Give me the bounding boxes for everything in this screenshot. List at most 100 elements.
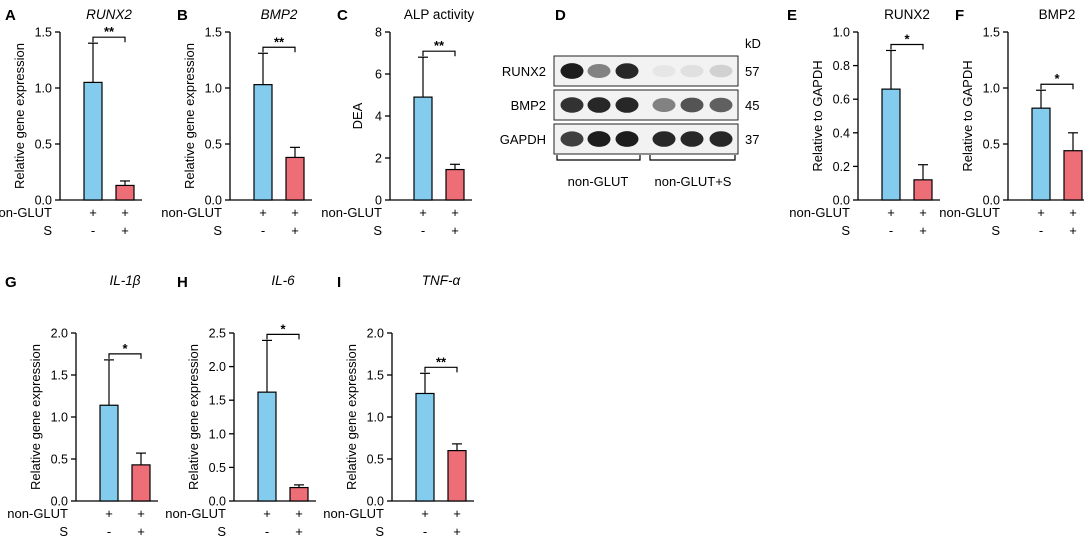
chart-title: BMP2 xyxy=(261,7,298,22)
mark-s: - xyxy=(91,223,95,238)
y-tick-label: 0.5 xyxy=(367,453,384,467)
blot-group-label: non-GLUT xyxy=(568,174,629,189)
kd-value: 57 xyxy=(745,64,759,79)
panel-a: A RUNX2 0.0 0.5 1.0 1.5 Relative gene expressi… xyxy=(0,7,142,238)
blot-band xyxy=(680,131,704,147)
bar xyxy=(1063,150,1083,201)
significance-label: ** xyxy=(434,38,445,53)
bar xyxy=(99,404,119,502)
blot-band xyxy=(709,97,733,113)
significance-bracket xyxy=(262,46,296,53)
mark-non-glut: + xyxy=(1069,205,1077,220)
mark-non-glut: + xyxy=(89,205,97,220)
group-bracket xyxy=(556,155,641,161)
chart-title: RUNX2 xyxy=(884,7,930,22)
mark-non-glut: + xyxy=(451,205,459,220)
y-tick-label: 0.5 xyxy=(209,461,226,475)
y-tick-label: 1.0 xyxy=(367,411,384,425)
y-axis-label: Relative gene expression xyxy=(186,344,201,490)
panel-h: H IL-6 0.0 0.5 1.0 1.5 2.0 2.5 Relative gene exp… xyxy=(165,273,316,539)
group-label-s: S xyxy=(991,223,1000,238)
blot-band xyxy=(615,97,639,113)
group-label-non-glut: non-GLUT xyxy=(0,205,52,220)
y-axis-label: Relative gene expression xyxy=(182,43,197,189)
y-tick-label: 0 xyxy=(375,194,382,208)
y-tick-label: 1.5 xyxy=(51,369,68,383)
significance-bracket xyxy=(266,333,300,340)
y-axis-label: Relative gene expression xyxy=(28,344,43,490)
y-tick-label: 0.0 xyxy=(205,194,222,208)
mark-s: + xyxy=(137,524,145,539)
blot-row-label: GAPDH xyxy=(500,132,546,147)
y-tick-label: 1.0 xyxy=(209,427,226,441)
y-tick-label: 1.5 xyxy=(35,26,52,40)
y-tick-label: 1.0 xyxy=(51,411,68,425)
bar xyxy=(913,179,933,201)
y-tick-label: 1.0 xyxy=(35,82,52,96)
bar xyxy=(413,96,433,201)
mark-s: + xyxy=(121,223,129,238)
significance-label: * xyxy=(904,31,910,46)
blot-band xyxy=(652,98,676,112)
y-tick-label: 2.0 xyxy=(51,327,68,341)
y-tick-label: 0.5 xyxy=(35,138,52,152)
y-axis-label: DEA xyxy=(350,102,365,129)
y-tick-label: 0.0 xyxy=(367,495,384,509)
group-label-s: S xyxy=(841,223,850,238)
y-tick-label: 2.0 xyxy=(209,360,226,374)
mark-s: - xyxy=(889,223,893,238)
mark-non-glut: + xyxy=(419,205,427,220)
y-tick-label: 1.5 xyxy=(367,369,384,383)
blot-band xyxy=(587,64,611,78)
significance-label: ** xyxy=(274,34,285,49)
y-tick-label: 1.5 xyxy=(209,394,226,408)
panel-b: B BMP2 0.0 0.5 1.0 1.5 Relative gene expressio… xyxy=(161,7,312,238)
group-label-non-glut: non-GLUT xyxy=(321,205,382,220)
significance-bracket xyxy=(424,366,458,373)
mark-non-glut: + xyxy=(919,205,927,220)
panel-c: C ALP activity 0 2 4 6 8 DEA ** non-GLUT S + + - + xyxy=(321,7,474,238)
blot-band xyxy=(560,63,584,79)
mark-non-glut: + xyxy=(453,506,461,521)
chart-title: IL-6 xyxy=(271,273,295,288)
mark-non-glut: + xyxy=(295,506,303,521)
blot-strip xyxy=(553,123,739,155)
y-tick-label: 0.0 xyxy=(51,495,68,509)
y-tick-label: 0.4 xyxy=(833,126,850,140)
mark-s: + xyxy=(453,524,461,539)
blot-band xyxy=(615,63,639,79)
panel-letter: I xyxy=(337,274,341,291)
panel-letter: A xyxy=(5,7,16,24)
panel-letter: E xyxy=(787,7,797,24)
blot-band xyxy=(680,97,704,113)
panel-letter: D xyxy=(555,7,566,24)
group-label-s: S xyxy=(373,223,382,238)
blot-band xyxy=(587,131,611,147)
y-tick-label: 2.0 xyxy=(367,327,384,341)
group-label-s: S xyxy=(217,524,226,539)
blot-band xyxy=(652,131,676,147)
kd-unit: kD xyxy=(745,36,761,51)
mark-s: + xyxy=(919,223,927,238)
y-tick-label: 0.0 xyxy=(833,194,850,208)
panel-i: I TNF-α 0.0 0.5 1.0 1.5 2.0 Relative gene expre… xyxy=(323,273,474,539)
group-label-s: S xyxy=(59,524,68,539)
significance-label: ** xyxy=(104,24,115,39)
significance-label: * xyxy=(1054,71,1060,86)
panel-letter: G xyxy=(5,274,17,291)
bar xyxy=(257,391,277,502)
panel-letter: B xyxy=(177,7,188,24)
kd-value: 37 xyxy=(745,132,759,147)
bar xyxy=(1031,107,1051,201)
blot-band xyxy=(587,97,611,113)
mark-s: - xyxy=(261,223,265,238)
bar xyxy=(881,88,901,201)
mark-non-glut: + xyxy=(887,205,895,220)
mark-non-glut: + xyxy=(121,205,129,220)
y-axis-label: Relative to GAPDH xyxy=(810,60,825,171)
blot-row-label: RUNX2 xyxy=(502,64,546,79)
y-tick-label: 1.0 xyxy=(983,82,1000,96)
panel-letter: F xyxy=(955,7,964,24)
blot-band xyxy=(652,64,676,78)
